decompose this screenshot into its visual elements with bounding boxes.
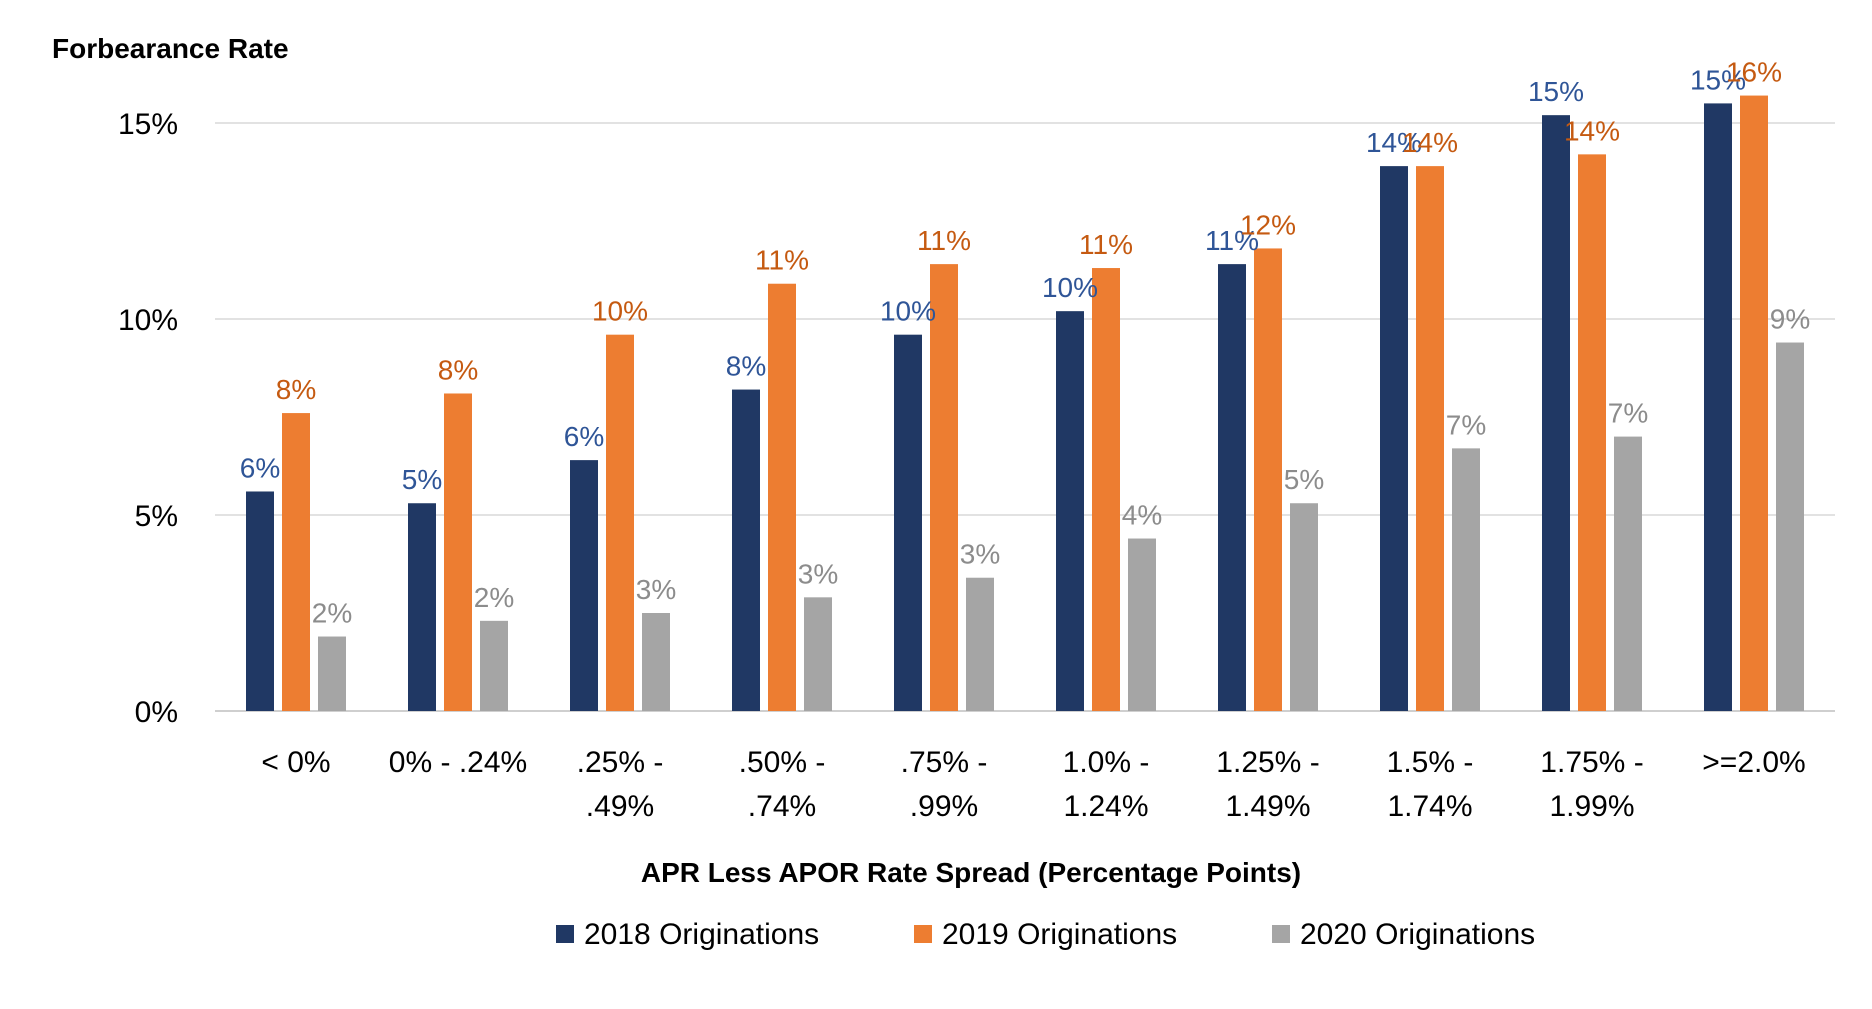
bar <box>1380 166 1408 711</box>
legend-label: 2018 Originations <box>584 918 819 951</box>
legend-swatch <box>1272 925 1290 943</box>
bar <box>444 393 472 711</box>
x-tick-label: .25% -.49% <box>577 746 664 823</box>
data-label: 11% <box>755 245 809 276</box>
legend-label: 2019 Originations <box>942 918 1177 951</box>
bar <box>1578 154 1606 712</box>
bar <box>408 503 436 711</box>
bar <box>480 620 508 711</box>
bar <box>1614 436 1642 711</box>
bar <box>570 460 598 711</box>
data-label: 14% <box>1402 127 1458 158</box>
data-label: 5% <box>1284 464 1324 495</box>
x-tick-label: 0% - .24% <box>389 746 527 779</box>
data-label: 7% <box>1608 398 1648 429</box>
y-tick-label: 5% <box>135 500 178 533</box>
bar <box>1128 538 1156 711</box>
data-label: 3% <box>960 539 1000 570</box>
bar <box>1416 166 1444 711</box>
data-label: 12% <box>1240 209 1296 240</box>
legend-swatch <box>914 925 932 943</box>
data-label: 8% <box>276 374 316 405</box>
bar <box>930 264 958 711</box>
data-label: 4% <box>1122 500 1162 531</box>
data-label: 8% <box>726 351 766 382</box>
legend-label: 2020 Originations <box>1300 918 1535 951</box>
data-label: 10% <box>880 296 936 327</box>
data-label: 3% <box>798 558 838 589</box>
bar <box>642 613 670 711</box>
bar <box>318 636 346 711</box>
data-label: 11% <box>1205 225 1259 256</box>
y-axis-title: Forbearance Rate <box>52 33 289 64</box>
bar <box>1740 95 1768 711</box>
data-label: 15% <box>1690 64 1746 95</box>
x-axis-title: APR Less APOR Rate Spread (Percentage Po… <box>641 857 1301 888</box>
bar <box>1776 342 1804 711</box>
bar <box>1092 268 1120 711</box>
data-label: 10% <box>1042 272 1098 303</box>
bar <box>894 334 922 711</box>
data-label: 11% <box>917 225 971 256</box>
y-tick-label: 10% <box>118 304 178 337</box>
data-label: 9% <box>1770 304 1810 335</box>
data-label: 7% <box>1446 409 1486 440</box>
bar <box>282 413 310 711</box>
x-tick-label: < 0% <box>261 746 330 779</box>
bar <box>1254 248 1282 711</box>
data-label: 16% <box>1726 57 1782 88</box>
bar <box>966 577 994 711</box>
data-label: 14% <box>1366 127 1422 158</box>
x-tick-label: .75% -.99% <box>901 746 988 823</box>
bar <box>246 491 274 711</box>
bar <box>732 389 760 711</box>
data-label: 11% <box>1079 229 1133 260</box>
bars <box>246 95 1804 712</box>
data-label: 8% <box>438 354 478 385</box>
y-tick-label: 15% <box>118 108 178 141</box>
bar <box>768 283 796 711</box>
axes: Forbearance Rate 0% 5% 10% 15% < 0% 0% - .24%.… <box>52 33 1806 888</box>
data-label: 6% <box>240 452 280 483</box>
bar <box>1704 103 1732 711</box>
legend-swatch <box>556 925 574 943</box>
bar <box>1452 448 1480 711</box>
data-label: 10% <box>592 296 648 327</box>
data-label: 3% <box>636 574 676 605</box>
data-label: 14% <box>1564 115 1620 146</box>
bar <box>1290 503 1318 711</box>
bar <box>1542 115 1570 711</box>
data-label: 2% <box>312 598 352 629</box>
y-tick-label: 0% <box>135 696 178 729</box>
x-tick-label: .50% -.74% <box>739 746 826 823</box>
bar <box>804 597 832 711</box>
x-tick-label: >=2.0% <box>1702 746 1805 779</box>
x-tick-label: 1.25% -1.49% <box>1216 746 1319 823</box>
data-label: 5% <box>402 464 442 495</box>
data-label: 6% <box>564 421 604 452</box>
data-label: 15% <box>1528 76 1584 107</box>
x-tick-label: 1.5% -1.74% <box>1387 746 1474 823</box>
x-tick-label: 1.75% -1.99% <box>1540 746 1643 823</box>
legend: 2018 Originations 2019 Originations 2020 O… <box>556 918 1535 951</box>
data-label: 2% <box>474 582 514 613</box>
bar <box>1218 264 1246 711</box>
bar <box>1056 311 1084 711</box>
data-labels: 6% 8% 2% 5% 8% 2% 6% 10% 3% 8% 11% 3% 10% 11% 3% 10% 11%… <box>240 57 1810 629</box>
x-tick-label: 1.0% -1.24% <box>1063 746 1150 823</box>
bar <box>606 334 634 711</box>
